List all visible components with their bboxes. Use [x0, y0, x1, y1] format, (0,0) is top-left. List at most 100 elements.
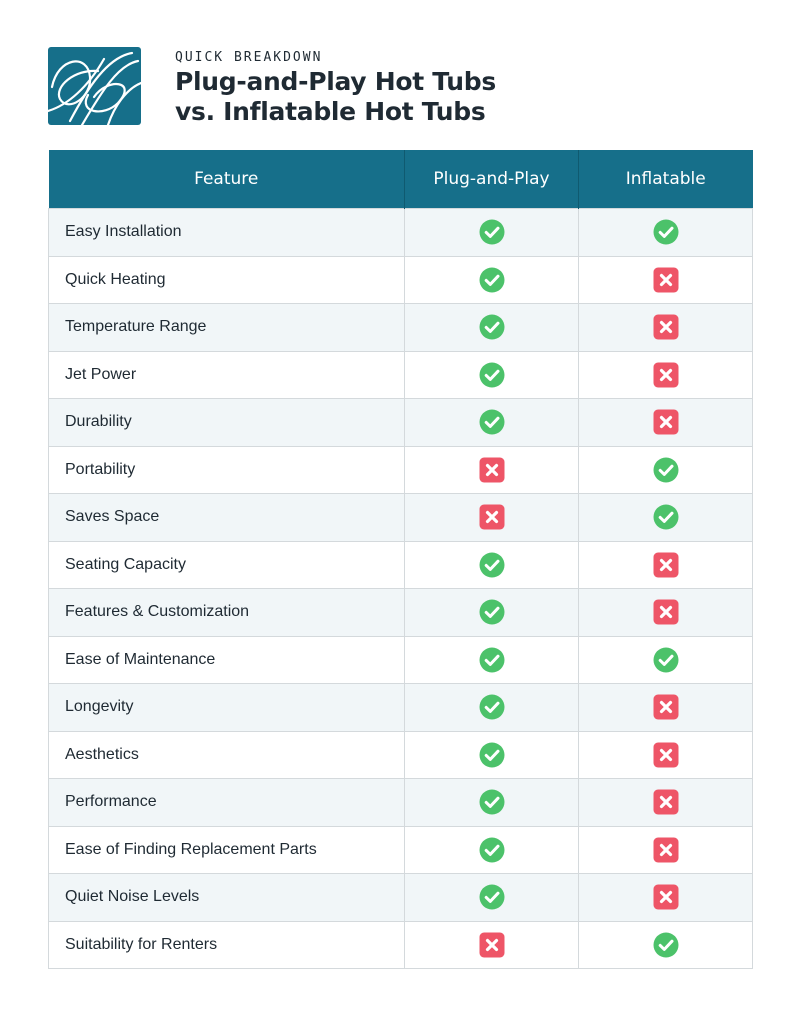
- cross-icon: [653, 742, 679, 768]
- inflatable-cell: [578, 445, 753, 494]
- feature-label: Quick Heating: [48, 255, 405, 304]
- header-plug-and-play: Plug-and-Play: [404, 150, 579, 209]
- inflatable-cell: [578, 778, 753, 827]
- comparison-table: Feature Plug-and-Play Inflatable Easy In…: [48, 150, 753, 969]
- cross-icon: [479, 504, 505, 530]
- table-body: Easy Installation Quick Heating Temperat…: [48, 208, 753, 969]
- feature-label: Easy Installation: [48, 208, 405, 257]
- page-title: Plug-and-Play Hot Tubs vs. Inflatable Ho…: [175, 67, 496, 127]
- feature-label: Ease of Maintenance: [48, 635, 405, 684]
- inflatable-cell: [578, 208, 753, 257]
- feature-label: Longevity: [48, 683, 405, 732]
- cross-icon: [653, 314, 679, 340]
- table-row: Performance: [48, 778, 753, 827]
- plug-and-play-cell: [404, 920, 579, 969]
- plug-and-play-cell: [404, 778, 579, 827]
- feature-label: Performance: [48, 778, 405, 827]
- plug-and-play-cell: [404, 873, 579, 922]
- cross-icon: [479, 932, 505, 958]
- table-row: Aesthetics: [48, 730, 753, 779]
- inflatable-cell: [578, 920, 753, 969]
- brand-logo: [48, 47, 141, 125]
- inflatable-cell: [578, 493, 753, 542]
- check-icon: [653, 647, 679, 673]
- table-row: Temperature Range: [48, 303, 753, 352]
- inflatable-cell: [578, 255, 753, 304]
- table-row: Ease of Maintenance: [48, 635, 753, 684]
- header-feature: Feature: [48, 150, 405, 209]
- check-icon: [479, 267, 505, 293]
- plug-and-play-cell: [404, 635, 579, 684]
- check-icon: [479, 884, 505, 910]
- feature-label: Seating Capacity: [48, 540, 405, 589]
- cross-icon: [479, 457, 505, 483]
- plug-and-play-cell: [404, 303, 579, 352]
- inflatable-cell: [578, 635, 753, 684]
- cross-icon: [653, 884, 679, 910]
- plug-and-play-cell: [404, 208, 579, 257]
- table-row: Seating Capacity: [48, 540, 753, 589]
- table-row: Quick Heating: [48, 255, 753, 304]
- cross-icon: [653, 552, 679, 578]
- check-icon: [653, 219, 679, 245]
- plug-and-play-cell: [404, 540, 579, 589]
- table-row: Features & Customization: [48, 588, 753, 637]
- cross-icon: [653, 409, 679, 435]
- feature-label: Ease of Finding Replacement Parts: [48, 825, 405, 874]
- feature-label: Aesthetics: [48, 730, 405, 779]
- header-inflatable: Inflatable: [578, 150, 753, 209]
- feature-label: Quiet Noise Levels: [48, 873, 405, 922]
- cross-icon: [653, 837, 679, 863]
- feature-label: Durability: [48, 398, 405, 447]
- inflatable-cell: [578, 398, 753, 447]
- plug-and-play-cell: [404, 588, 579, 637]
- plug-and-play-cell: [404, 255, 579, 304]
- check-icon: [479, 694, 505, 720]
- plug-and-play-cell: [404, 730, 579, 779]
- check-icon: [653, 932, 679, 958]
- check-icon: [479, 647, 505, 673]
- inflatable-cell: [578, 825, 753, 874]
- cross-icon: [653, 789, 679, 815]
- table-row: Durability: [48, 398, 753, 447]
- table-row: Saves Space: [48, 493, 753, 542]
- check-icon: [653, 504, 679, 530]
- feature-label: Temperature Range: [48, 303, 405, 352]
- check-icon: [479, 789, 505, 815]
- inflatable-cell: [578, 873, 753, 922]
- check-icon: [479, 314, 505, 340]
- cross-icon: [653, 694, 679, 720]
- check-icon: [653, 457, 679, 483]
- inflatable-cell: [578, 683, 753, 732]
- check-icon: [479, 362, 505, 388]
- table-row: Easy Installation: [48, 208, 753, 257]
- check-icon: [479, 742, 505, 768]
- inflatable-cell: [578, 303, 753, 352]
- cross-icon: [653, 267, 679, 293]
- plug-and-play-cell: [404, 398, 579, 447]
- inflatable-cell: [578, 350, 753, 399]
- plug-and-play-cell: [404, 825, 579, 874]
- inflatable-cell: [578, 588, 753, 637]
- table-row: Longevity: [48, 683, 753, 732]
- check-icon: [479, 599, 505, 625]
- title-line-2: vs. Inflatable Hot Tubs: [175, 97, 486, 126]
- check-icon: [479, 219, 505, 245]
- table-header: Feature Plug-and-Play Inflatable: [48, 150, 753, 209]
- feature-label: Features & Customization: [48, 588, 405, 637]
- check-icon: [479, 409, 505, 435]
- table-row: Quiet Noise Levels: [48, 873, 753, 922]
- inflatable-cell: [578, 730, 753, 779]
- feature-label: Portability: [48, 445, 405, 494]
- feature-label: Jet Power: [48, 350, 405, 399]
- plug-and-play-cell: [404, 683, 579, 732]
- inflatable-cell: [578, 540, 753, 589]
- title-line-1: Plug-and-Play Hot Tubs: [175, 67, 496, 96]
- plug-and-play-cell: [404, 493, 579, 542]
- table-row: Suitability for Renters: [48, 920, 753, 969]
- eyebrow-label: QUICK BREAKDOWN: [175, 50, 323, 65]
- check-icon: [479, 837, 505, 863]
- plug-and-play-cell: [404, 350, 579, 399]
- feature-label: Saves Space: [48, 493, 405, 542]
- cross-icon: [653, 362, 679, 388]
